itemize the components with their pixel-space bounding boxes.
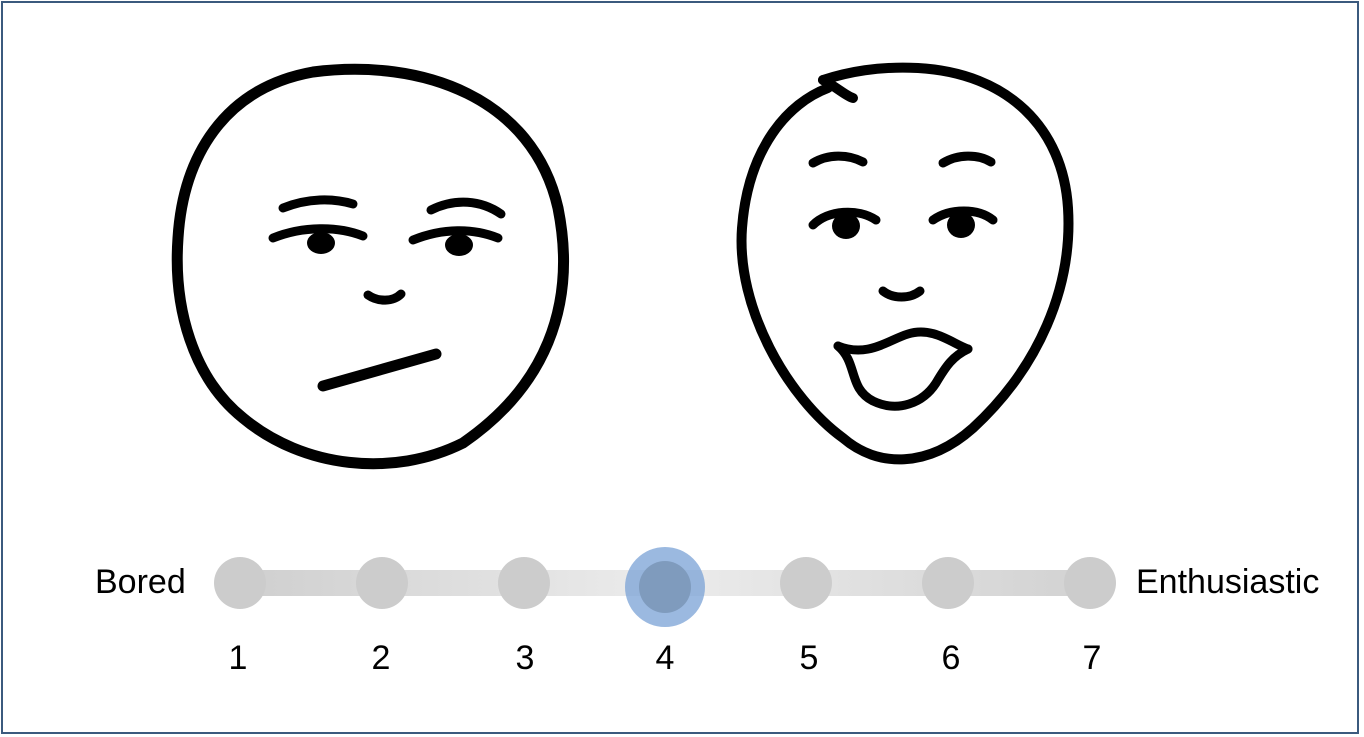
scale-tick-4: 4 bbox=[655, 639, 675, 677]
scale-point-4-selected[interactable] bbox=[625, 547, 705, 627]
rating-scale: Bored Enthusiastic 1 2 3 4 5 6 7 bbox=[0, 530, 1364, 690]
scale-tick-2: 2 bbox=[371, 639, 391, 677]
scale-point-1[interactable] bbox=[214, 557, 266, 609]
scale-tick-7: 7 bbox=[1082, 639, 1102, 677]
scale-tick-6: 6 bbox=[941, 639, 961, 677]
scale-right-label: Enthusiastic bbox=[1136, 563, 1320, 601]
scale-left-label: Bored bbox=[95, 563, 186, 601]
scale-tick-1: 1 bbox=[228, 639, 248, 677]
enthusiastic-face-icon bbox=[728, 58, 1083, 483]
scale-point-3[interactable] bbox=[498, 557, 550, 609]
scale-point-6[interactable] bbox=[922, 557, 974, 609]
scale-point-2[interactable] bbox=[356, 557, 408, 609]
scale-tick-3: 3 bbox=[515, 639, 535, 677]
bored-face-icon bbox=[163, 58, 578, 478]
scale-tick-5: 5 bbox=[799, 639, 819, 677]
scale-point-7[interactable] bbox=[1064, 557, 1116, 609]
scale-point-5[interactable] bbox=[780, 557, 832, 609]
